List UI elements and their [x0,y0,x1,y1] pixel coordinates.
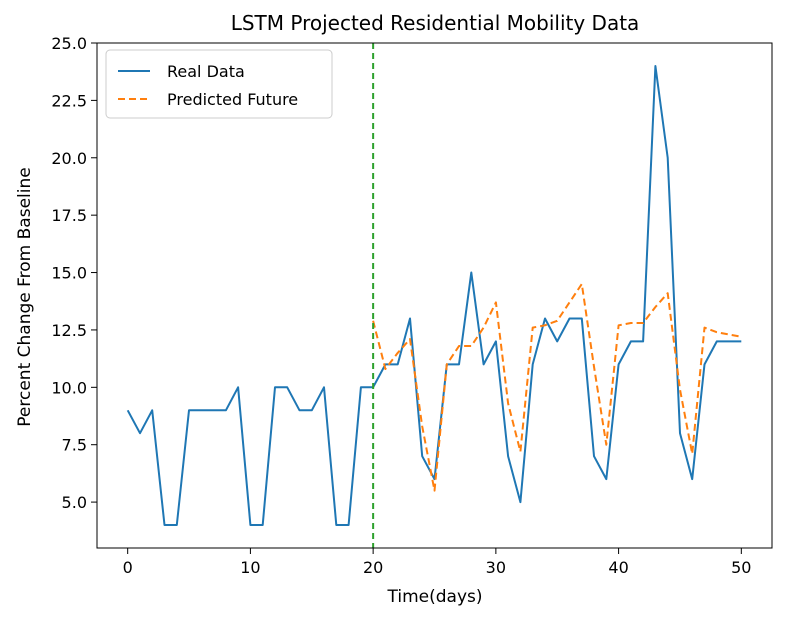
axes-frame [96,42,773,549]
x-axis-ticks: 0 10 20 30 40 50 [123,548,751,577]
y-tick-label: 20.0 [51,149,87,168]
series-layer [126,65,742,526]
x-tick-label: 0 [123,558,133,577]
chart-title: LSTM Projected Residential Mobility Data [231,11,640,35]
x-tick-label: 40 [608,558,628,577]
y-tick-label: 10.0 [51,378,87,397]
x-tick-label: 10 [240,558,260,577]
series-line-predicted-future [372,283,742,492]
y-tick-label: 15.0 [51,264,87,283]
y-tick-label: 17.5 [51,206,87,225]
legend-box [105,49,333,119]
y-axis-label: Percent Change From Baseline [15,167,35,426]
series-line-real-data [126,65,742,526]
x-axis-label: Time(days) [387,587,483,607]
y-tick-label: 22.5 [51,91,87,110]
legend: Real Data Predicted Future [105,49,333,119]
y-axis-ticks: 5.0 7.5 10.0 12.5 15.0 17.5 20.0 22.5 25.0 [51,34,97,512]
y-tick-label: 12.5 [51,321,87,340]
x-tick-label: 20 [363,558,383,577]
plot-area: 0 10 20 30 40 50 5.0 7.5 10.0 12.5 15.0 17.5 20.0 22… [51,34,773,577]
x-tick-label: 50 [731,558,751,577]
y-tick-label: 7.5 [62,436,87,455]
x-tick-label: 30 [486,558,506,577]
legend-label-predicted-future: Predicted Future [167,90,298,109]
legend-label-real-data: Real Data [167,62,245,81]
y-tick-label: 5.0 [62,493,87,512]
y-tick-label: 25.0 [51,34,87,53]
